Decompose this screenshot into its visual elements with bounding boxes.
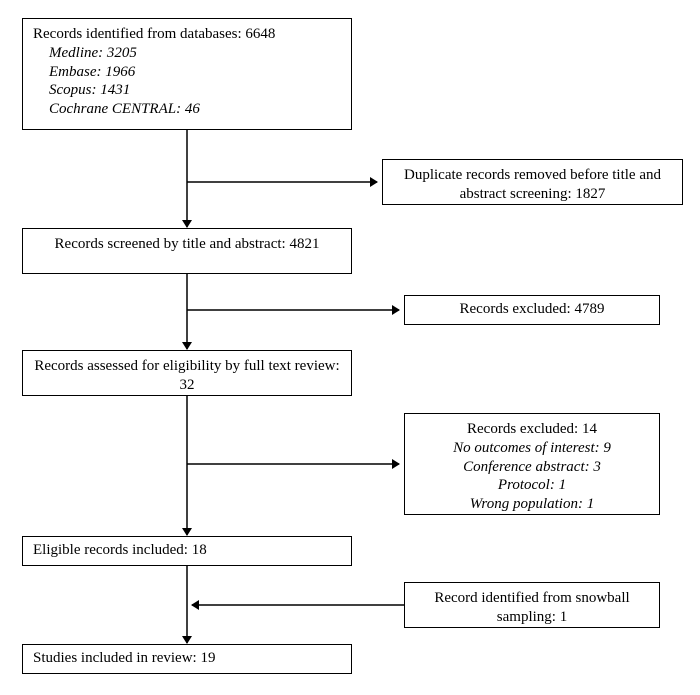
- node-excluded-1: Records excluded: 4789: [404, 295, 660, 325]
- node-screened: Records screened by title and abstract: …: [22, 228, 352, 274]
- node-title: Duplicate records removed before title a…: [393, 166, 672, 204]
- node-title: Eligible records included: 18: [33, 541, 341, 560]
- node-detail: Conference abstract: 3: [415, 458, 649, 477]
- node-title: Studies included in review: 19: [33, 649, 341, 668]
- node-title: Records screened by title and abstract: …: [33, 235, 341, 254]
- node-detail: Medline: 3205: [49, 44, 341, 63]
- node-assessed: Records assessed for eligibility by full…: [22, 350, 352, 396]
- node-title: Records excluded: 4789: [415, 300, 649, 319]
- node-snowball: Record identified from snowball sampling…: [404, 582, 660, 628]
- node-title: Records identified from databases: 6648: [33, 25, 341, 44]
- node-excluded-2: Records excluded: 14 No outcomes of inte…: [404, 413, 660, 515]
- node-detail: Scopus: 1431: [49, 81, 341, 100]
- node-detail: Protocol: 1: [415, 476, 649, 495]
- node-dup-removed: Duplicate records removed before title a…: [382, 159, 683, 205]
- node-detail: Cochrane CENTRAL: 46: [49, 100, 341, 119]
- node-title: Records assessed for eligibility by full…: [33, 357, 341, 395]
- node-detail: No outcomes of interest: 9: [415, 439, 649, 458]
- node-eligible: Eligible records included: 18: [22, 536, 352, 566]
- node-detail: Embase: 1966: [49, 63, 341, 82]
- node-title: Record identified from snowball sampling…: [415, 589, 649, 627]
- node-included: Studies included in review: 19: [22, 644, 352, 674]
- node-identified: Records identified from databases: 6648 …: [22, 18, 352, 130]
- node-title: Records excluded: 14: [415, 420, 649, 439]
- node-detail: Wrong population: 1: [415, 495, 649, 514]
